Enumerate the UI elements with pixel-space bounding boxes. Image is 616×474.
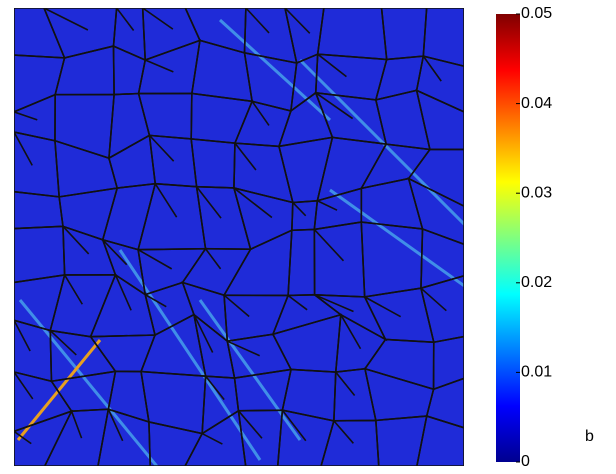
grain	[204, 248, 222, 270]
grain	[184, 409, 247, 466]
grain	[148, 134, 175, 162]
grain	[333, 420, 354, 444]
grain	[204, 375, 225, 401]
grain	[364, 296, 402, 318]
grain	[144, 59, 174, 73]
grain	[284, 8, 311, 34]
strain-band	[198, 299, 302, 441]
strain-band	[218, 18, 332, 122]
grain	[14, 131, 33, 166]
grain	[49, 329, 77, 356]
grain	[287, 294, 308, 311]
grain	[245, 8, 270, 34]
grain	[374, 415, 428, 466]
grain	[415, 88, 464, 151]
grain	[340, 314, 362, 350]
grain	[43, 8, 89, 31]
strain-band	[16, 339, 102, 441]
colorbar	[496, 14, 520, 462]
grain	[114, 274, 132, 311]
map-background	[14, 8, 464, 466]
colorbar-tick-label: 0	[521, 453, 530, 470]
grain	[292, 201, 307, 217]
grain	[416, 415, 464, 466]
grain	[14, 409, 74, 466]
grain	[62, 225, 90, 255]
colorbar-tick-label: 0.02	[521, 274, 552, 291]
grain	[425, 377, 464, 429]
grain	[420, 287, 447, 312]
grain	[154, 183, 178, 218]
grain	[237, 409, 284, 466]
grain	[193, 314, 214, 353]
grain	[237, 410, 263, 439]
grain	[276, 409, 335, 466]
grain	[251, 100, 270, 126]
grain	[422, 55, 442, 82]
grain	[316, 200, 338, 211]
grain	[432, 335, 464, 391]
grain	[142, 8, 174, 30]
grain	[201, 432, 223, 445]
grain	[420, 274, 464, 344]
strain-band	[329, 188, 464, 288]
grain	[407, 177, 464, 246]
grain	[148, 420, 204, 466]
grain	[234, 142, 257, 171]
grain	[320, 419, 380, 466]
grain	[314, 294, 354, 313]
colorbar-tick-label: 0.04	[521, 95, 552, 112]
grain	[195, 186, 222, 219]
grain	[422, 8, 464, 67]
grain	[63, 274, 84, 305]
grain	[415, 55, 464, 113]
grain	[317, 53, 347, 78]
grain	[226, 340, 261, 357]
grain	[70, 410, 83, 439]
grain	[14, 430, 32, 445]
grain	[14, 319, 31, 352]
grain	[407, 148, 464, 207]
grain	[97, 408, 152, 466]
colorbar-tick-label: 0.05	[521, 5, 552, 22]
grain	[420, 227, 464, 290]
grain	[14, 111, 38, 121]
grain	[14, 371, 34, 400]
grain	[281, 409, 307, 442]
panel-label: b	[585, 428, 594, 445]
grain	[315, 92, 354, 120]
grain	[233, 187, 273, 219]
colorbar-tick-label: 0.03	[521, 184, 552, 201]
grain	[335, 371, 356, 397]
grain	[137, 248, 173, 270]
grain	[107, 408, 124, 442]
grain	[102, 239, 128, 266]
grain	[144, 293, 167, 308]
strain-map	[14, 8, 464, 466]
grain	[223, 294, 250, 318]
grain	[43, 408, 110, 466]
colorbar-tick-label: 0.01	[521, 364, 552, 381]
grain	[313, 228, 345, 262]
grain	[115, 8, 135, 32]
